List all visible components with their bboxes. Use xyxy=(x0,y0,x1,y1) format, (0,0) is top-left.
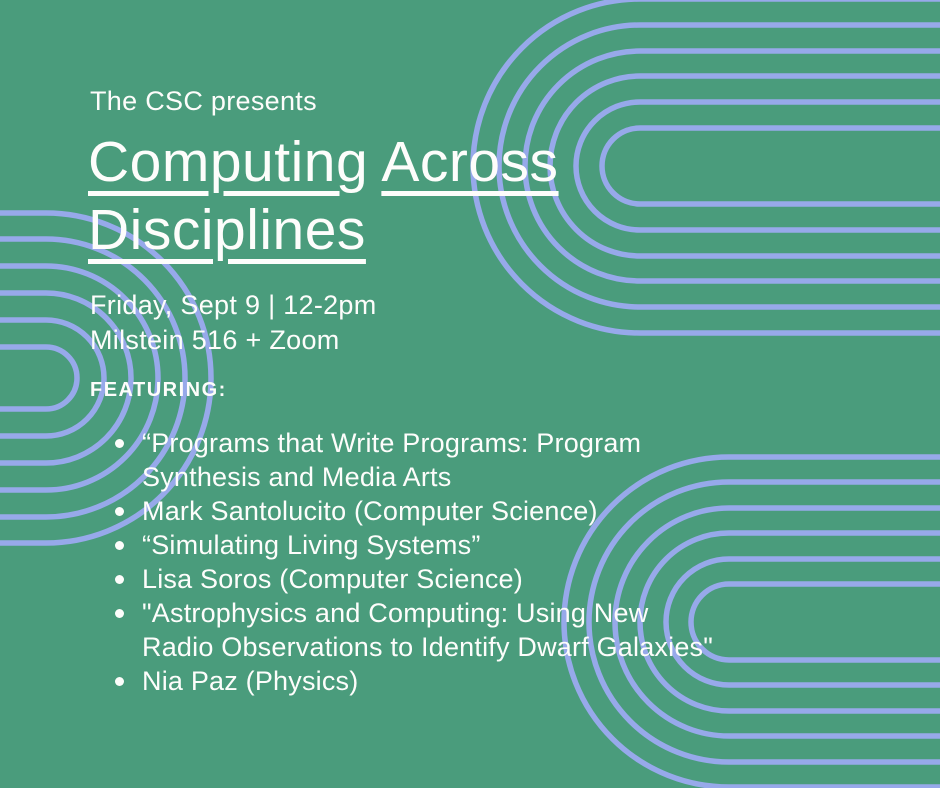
list-item: “Simulating Living Systems” xyxy=(90,528,713,562)
list-item-continuation: Radio Observations to Identify Dwarf Gal… xyxy=(142,632,714,662)
list-item: Mark Santolucito (Computer Science) xyxy=(90,494,713,528)
arc-group-left xyxy=(0,210,214,546)
event-datetime: Friday, Sept 9 | 12-2pm xyxy=(90,290,377,320)
arc-group-top-right xyxy=(470,0,940,336)
list-item-continuation: Synthesis and Media Arts xyxy=(142,462,452,492)
list-item: Nia Paz (Physics) xyxy=(90,664,713,698)
event-location: Milstein 516 + Zoom xyxy=(90,325,340,355)
featuring-label: FEATURING: xyxy=(90,379,227,401)
kicker-text: The CSC presents xyxy=(90,86,317,116)
event-meta: Friday, Sept 9 | 12-2pm Milstein 516 + Z… xyxy=(90,288,377,358)
title-word-across: Across xyxy=(381,130,559,194)
list-item: “Programs that Write Programs: Program xyxy=(90,426,713,460)
list-item: Lisa Soros (Computer Science) xyxy=(90,562,713,596)
title-word-disciplines: Disciplines xyxy=(88,198,366,262)
title-word-computing: Computing xyxy=(88,130,369,194)
arc-group-bottom-right xyxy=(561,454,940,788)
title-line-1: Computing Across xyxy=(88,128,559,196)
title-line-2: Disciplines xyxy=(88,196,559,264)
list-item: "Astrophysics and Computing: Using New xyxy=(90,596,713,630)
event-title: Computing Across Disciplines xyxy=(88,128,559,264)
speaker-list: “Programs that Write Programs: Program S… xyxy=(90,426,713,698)
